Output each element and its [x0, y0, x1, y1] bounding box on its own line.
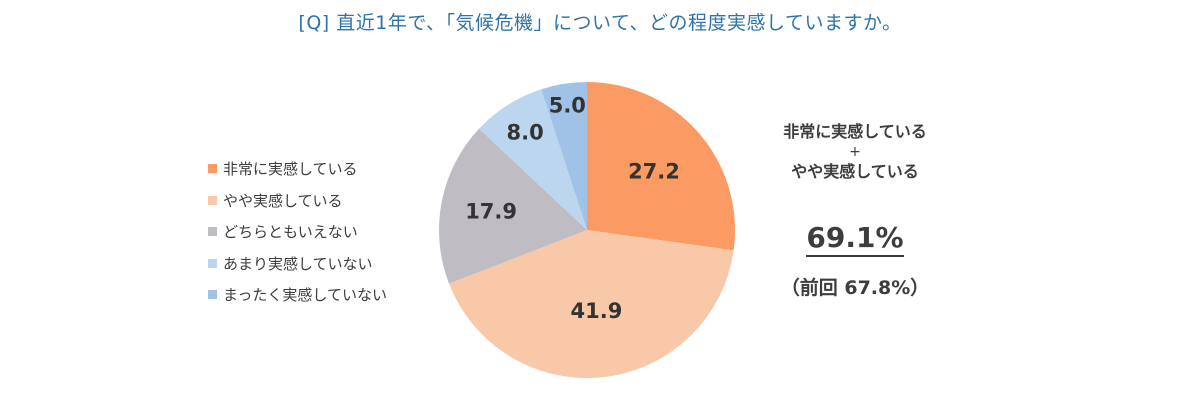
- legend-label: やや実感している: [223, 191, 343, 210]
- slice-value-label: 27.2: [628, 160, 680, 184]
- pie-slice: [449, 230, 734, 379]
- legend-swatch-icon: [208, 290, 217, 300]
- slice-value-label: 5.0: [549, 94, 586, 118]
- pie-labels: 27.2 41.9 17.9 8.05.0: [465, 94, 680, 323]
- legend-item: あまり実感していない: [208, 248, 387, 280]
- summary-plus: +: [849, 144, 861, 160]
- pie-slice: [541, 82, 587, 230]
- summary-box: 非常に実感している + やや実感している 69.1% （前回 67.8%）: [740, 120, 970, 300]
- legend-swatch-icon: [208, 227, 217, 237]
- legend: 非常に実感している やや実感している どちらともいえない あまり実感していない …: [208, 153, 387, 311]
- legend-item: まったく実感していない: [208, 279, 387, 311]
- legend-label: 非常に実感している: [223, 160, 358, 179]
- summary-previous: （前回 67.8%）: [780, 277, 930, 299]
- pie-slices: [438, 82, 736, 379]
- legend-item: どちらともいえない: [208, 216, 387, 248]
- slice-value-label: 17.9: [465, 199, 517, 223]
- pie-slice: [479, 89, 587, 230]
- legend-swatch-icon: [208, 258, 217, 268]
- legend-item: やや実感している: [208, 185, 387, 217]
- legend-label: まったく実感していない: [223, 286, 387, 305]
- pie-slice: [587, 82, 736, 251]
- legend-label: どちらともいえない: [223, 223, 358, 242]
- legend-swatch-icon: [208, 195, 217, 205]
- legend-swatch-icon: [208, 164, 217, 174]
- summary-line-2: やや実感している: [791, 162, 919, 181]
- slice-value-label: 41.9: [571, 299, 623, 323]
- chart-title: [Q] 直近1年で、「気候危機」について、どの程度実感していますか。: [298, 12, 902, 34]
- legend-label: あまり実感していない: [223, 254, 373, 273]
- pie-slice: [438, 128, 587, 284]
- legend-item: 非常に実感している: [208, 153, 387, 185]
- slice-value-label: 8.0: [507, 121, 544, 145]
- summary-total: 69.1%: [806, 222, 904, 257]
- summary-line-1: 非常に実感している: [783, 122, 927, 141]
